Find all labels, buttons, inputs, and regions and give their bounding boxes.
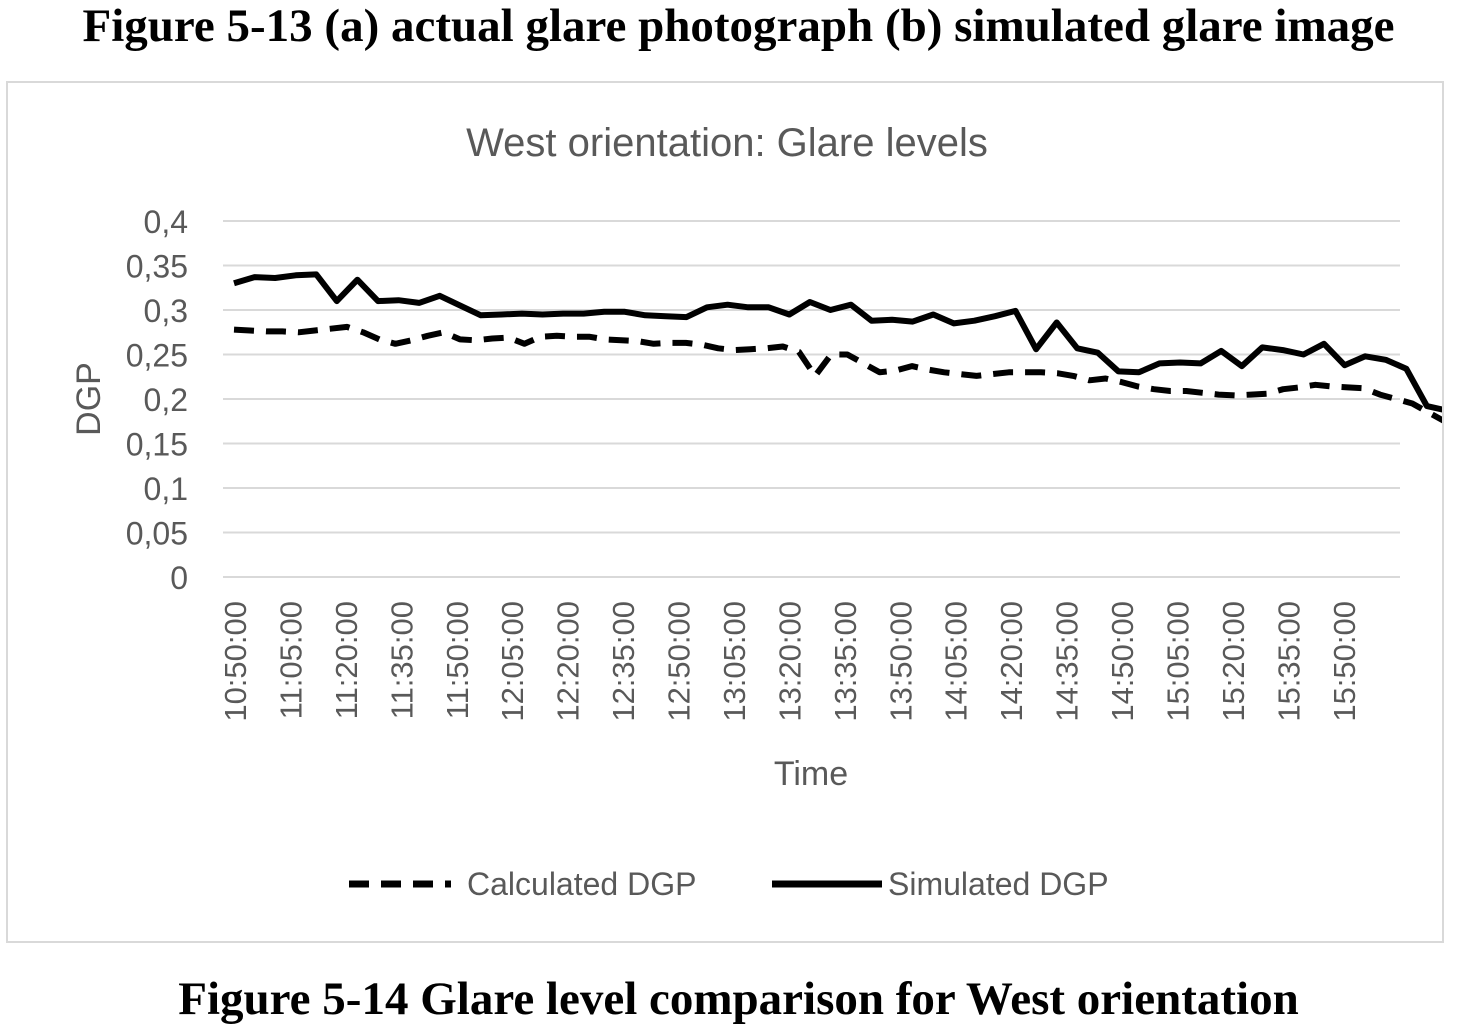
x-tick-label: 14:05:00	[939, 601, 974, 722]
x-tick-label: 14:20:00	[994, 601, 1029, 722]
x-tick-label: 12:35:00	[606, 601, 641, 722]
x-tick-label: 14:35:00	[1050, 601, 1085, 722]
chart-title: West orientation: Glare levels	[466, 121, 988, 165]
y-tick-label: 0,05	[126, 516, 188, 552]
y-tick-label: 0,35	[126, 249, 188, 285]
x-tick-label: 15:05:00	[1160, 601, 1195, 722]
line-chart: West orientation: Glare levels 00,050,10…	[70, 121, 1442, 902]
y-tick-label: 0,15	[126, 427, 188, 463]
x-tick-label: 13:35:00	[828, 601, 863, 722]
x-tick-label: 12:20:00	[551, 601, 586, 722]
series-lines	[233, 271, 1442, 424]
x-tick-label: 15:20:00	[1216, 601, 1251, 722]
y-tick-label: 0	[170, 560, 188, 596]
y-gridlines	[223, 220, 1400, 578]
x-tick-label: 13:20:00	[772, 601, 807, 722]
y-tick-labels: 0 0,05 0,1 0,15 0,2 0,25 0,3 0,35 0,4	[126, 204, 188, 596]
y-axis-label: DGP	[70, 362, 108, 436]
x-tick-label: 11:50:00	[440, 601, 475, 719]
legend-label-simulated-dgp: Simulated DGP	[888, 866, 1109, 902]
x-tick-label: 10:50:00	[218, 601, 253, 722]
y-tick-label: 0,2	[144, 382, 188, 418]
x-tick-label: 12:50:00	[662, 601, 697, 722]
y-tick-label: 0,1	[144, 471, 188, 507]
x-tick-label: 11:35:00	[384, 601, 419, 719]
x-axis-label: Time	[774, 755, 848, 793]
x-tick-label: 13:05:00	[717, 601, 752, 722]
x-tick-label: 15:35:00	[1271, 601, 1306, 722]
legend-label-calculated-dgp: Calculated DGP	[467, 866, 696, 902]
x-tick-label: 15:50:00	[1327, 601, 1362, 722]
figure-caption-bottom: Figure 5-14 Glare level comparison for W…	[178, 973, 1299, 1025]
x-tick-label: 14:50:00	[1105, 601, 1140, 722]
figure-caption-top: Figure 5-13 (a) actual glare photograph …	[82, 0, 1395, 52]
x-tick-label: 11:05:00	[273, 601, 308, 719]
x-tick-label: 11:20:00	[329, 601, 364, 719]
series-line-calculated-dgp	[233, 323, 1442, 424]
x-tick-labels: 10:50:00 11:05:00 11:20:00 11:35:00 11:50:00…	[218, 601, 1362, 722]
chart-legend: Calculated DGP Simulated DGP	[349, 866, 1109, 902]
x-tick-label: 12:05:00	[495, 601, 530, 722]
y-tick-label: 0,4	[144, 204, 188, 240]
y-tick-label: 0,3	[144, 293, 188, 329]
x-tick-label: 13:50:00	[883, 601, 918, 722]
y-tick-label: 0,25	[126, 338, 188, 374]
chart-area: West orientation: Glare levels 0 0,05 0,1 0…	[6, 81, 1444, 943]
series-line-simulated-dgp	[233, 271, 1442, 413]
